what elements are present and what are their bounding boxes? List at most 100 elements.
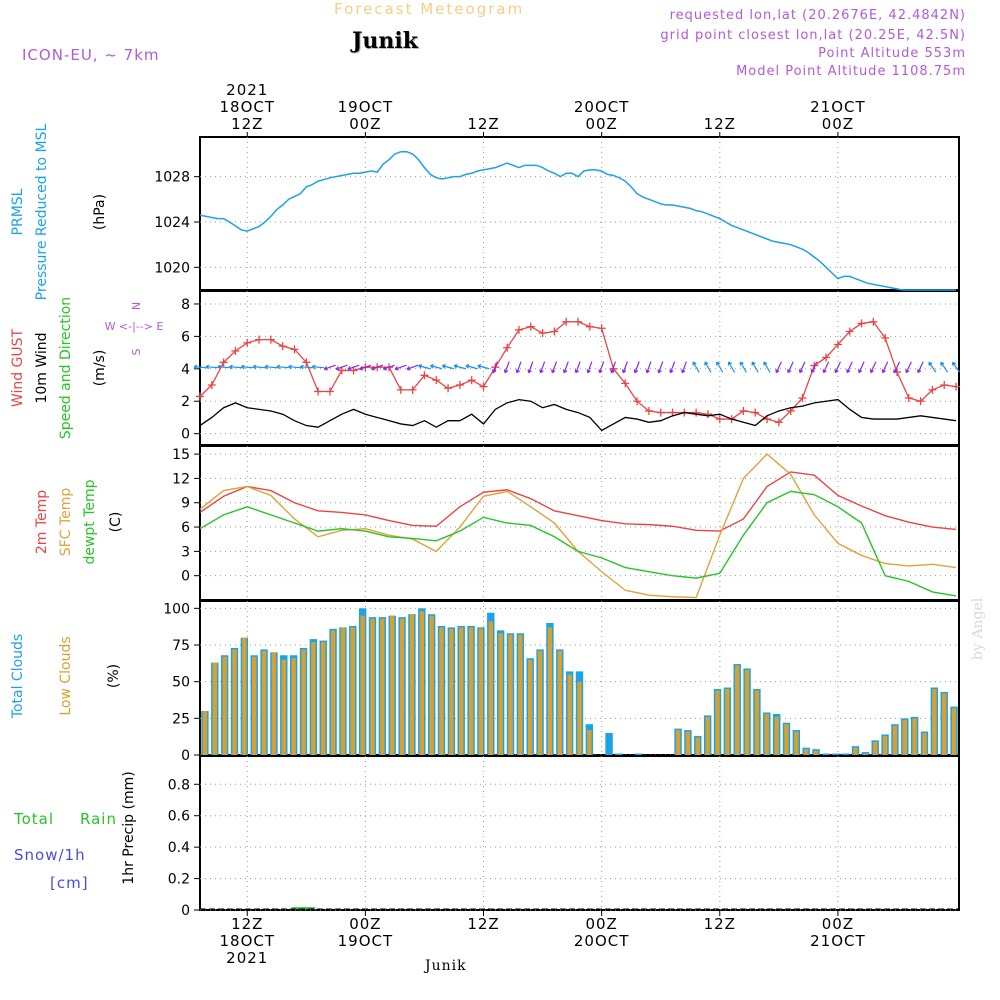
temperature-ytick-label: 12 — [172, 471, 190, 487]
wind-direction-arrow — [406, 364, 419, 371]
wind-direction-arrow — [551, 361, 558, 374]
wind-direction-arrow — [775, 361, 782, 374]
precipitation-ytick-label: 0.4 — [168, 840, 190, 856]
wind-direction-arrow — [288, 364, 301, 370]
wind-direction-arrow — [822, 361, 830, 374]
compass-north: N — [130, 302, 143, 310]
low-clouds-bar — [311, 642, 316, 755]
pressure-unit: (hPa) — [92, 194, 108, 230]
gust-point — [302, 358, 311, 367]
wind-direction-arrow — [205, 364, 218, 370]
wind-direction-arrow — [193, 364, 207, 370]
gust-point — [550, 327, 559, 336]
temperature-frame — [199, 445, 960, 601]
gust-point — [621, 379, 630, 388]
wind-direction-arrow — [252, 364, 266, 370]
temperature-ytick-label: 15 — [172, 447, 190, 463]
clouds-ytick-label: 50 — [172, 675, 190, 691]
low-clouds-bar — [587, 730, 592, 755]
low-clouds-bar — [754, 690, 760, 755]
dewpt-line — [199, 490, 957, 597]
wind-direction-arrow — [704, 361, 712, 373]
low-clouds-bar — [232, 649, 237, 755]
model-label: ICON-EU, ~ 7km — [22, 46, 160, 64]
low-clouds-bar — [449, 628, 454, 755]
temp-unit: (C) — [108, 512, 124, 533]
requested-coords: requested lon,lat (20.2676E, 42.4842N) — [669, 8, 966, 23]
top-time-label: 12Z — [704, 115, 736, 133]
wind-direction-arrow — [492, 361, 498, 374]
total-clouds-bar — [605, 733, 613, 755]
gust-point — [538, 329, 547, 338]
wind-direction-arrow — [928, 361, 937, 373]
wind-direction-arrow — [739, 361, 747, 373]
low-clouds-bar — [577, 681, 582, 755]
gust-point — [467, 376, 476, 385]
wind-direction-arrow — [621, 361, 628, 374]
gust-point — [408, 385, 417, 394]
wind-direction-arrow — [347, 364, 360, 371]
gust-point — [916, 397, 925, 406]
pressure-ytick-label: 1024 — [154, 215, 190, 231]
wind-direction-arrow — [335, 364, 348, 371]
gust-point — [219, 358, 228, 367]
total-clouds-bar — [841, 753, 850, 755]
wind-ytick-label: 6 — [181, 329, 190, 345]
gust-point — [503, 343, 512, 352]
low-clouds-bar — [389, 615, 395, 755]
gust-point — [455, 381, 464, 390]
wind-direction-arrow — [917, 361, 924, 374]
bottom-time-label: 12Z — [231, 915, 263, 933]
total-label: Total — [13, 810, 54, 828]
temperature-ytick-label: 6 — [181, 520, 190, 536]
gust-point — [703, 410, 712, 419]
wind-direction-arrow — [217, 364, 230, 370]
wind-direction-arrow — [657, 361, 664, 374]
gust-point — [479, 382, 488, 391]
low-clouds-bar — [685, 731, 691, 755]
direction-label: Speed and Direction — [58, 297, 74, 439]
bottom-time-label: 12Z — [704, 915, 736, 933]
gust-point — [774, 418, 783, 427]
gust-point — [514, 325, 523, 334]
bottom-time-label: 20OCT — [574, 932, 630, 950]
low-clouds-bar — [892, 725, 898, 755]
wind-direction-arrow — [311, 364, 325, 370]
compass-west-east: W <-|--> E — [105, 320, 164, 333]
wind-direction-arrow — [477, 364, 490, 370]
wind-direction-arrow — [645, 361, 652, 374]
gust-point — [597, 324, 606, 333]
temperature-ytick-label: 9 — [181, 496, 190, 512]
top-time-label: 2021 — [226, 81, 268, 99]
gust-point — [574, 317, 583, 326]
pressure-ytick-label: 1020 — [154, 260, 190, 276]
gust-point — [633, 397, 642, 406]
low-clouds-bar — [675, 730, 681, 755]
precipitation-ytick-label: 0 — [181, 903, 190, 919]
low-clouds-bar — [350, 627, 356, 755]
low-clouds-bar — [360, 615, 365, 755]
gust-point — [869, 317, 878, 326]
gust-point — [881, 334, 890, 343]
clouds-unit: (%) — [106, 664, 122, 688]
low-clouds-bar — [557, 650, 563, 755]
clouds-ytick-label: 25 — [172, 711, 190, 727]
temperature-ytick-label: 3 — [181, 544, 190, 560]
low-clouds-bar — [912, 718, 917, 755]
meteogram-title: Forecast Meteogram — [334, 0, 525, 18]
wind-direction-arrow — [598, 361, 605, 374]
gust-point — [196, 392, 204, 401]
low-clouds-bar — [705, 716, 710, 755]
gust-point — [255, 335, 264, 344]
wind-ytick-label: 8 — [181, 297, 190, 313]
wind-direction-arrow — [810, 361, 818, 374]
gust-point — [290, 345, 299, 354]
gust-point — [266, 335, 275, 344]
low-clouds-bar — [853, 747, 858, 755]
pressure-ytick-label: 1028 — [154, 170, 190, 186]
temp-label: 2m Temp — [34, 490, 50, 554]
clouds-ytick-label: 0 — [181, 748, 190, 764]
low-clouds-bar — [330, 630, 336, 755]
wind-direction-arrow — [905, 361, 912, 374]
point-altitude: Point Altitude 553m — [818, 46, 966, 61]
